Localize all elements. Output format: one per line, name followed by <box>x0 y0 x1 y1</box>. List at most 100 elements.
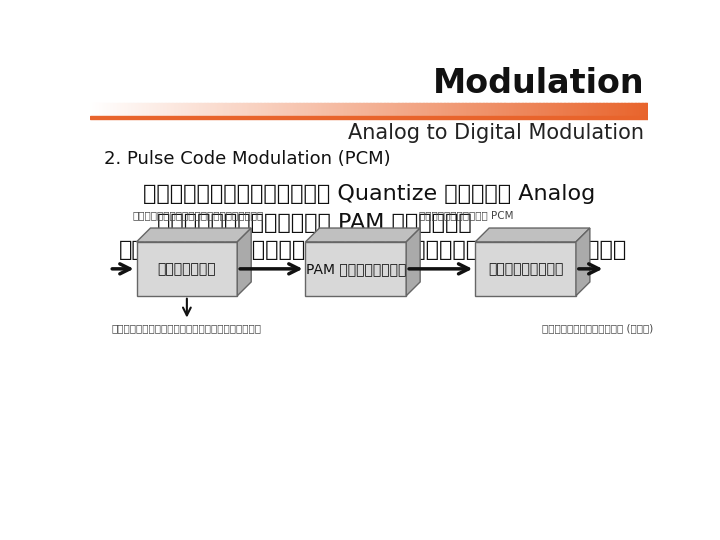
Bar <box>178 103 180 117</box>
Bar <box>529 103 531 117</box>
Bar <box>96 103 97 117</box>
Bar <box>168 103 170 117</box>
Bar <box>620 103 622 117</box>
Bar <box>306 103 308 117</box>
Bar <box>535 103 537 117</box>
Bar <box>104 103 106 117</box>
Bar <box>258 103 261 117</box>
Bar <box>281 103 283 117</box>
Bar <box>322 103 323 117</box>
Bar <box>161 103 163 117</box>
Bar <box>249 103 251 117</box>
Bar <box>634 103 636 117</box>
Bar <box>358 103 359 117</box>
Text: สัญญาณข้อมูลไม่ต่อเนื่อง: สัญญาณข้อมูลไม่ต่อเนื่อง <box>112 323 262 334</box>
Bar <box>264 103 266 117</box>
Bar <box>432 103 433 117</box>
Bar <box>504 103 506 117</box>
Bar <box>602 103 604 117</box>
Bar <box>618 103 621 117</box>
Bar <box>520 103 521 117</box>
Bar <box>184 103 185 117</box>
Bar <box>471 103 472 117</box>
Bar <box>475 103 477 117</box>
Bar <box>325 103 328 117</box>
Bar <box>277 103 279 117</box>
Bar <box>408 103 410 117</box>
Bar <box>252 103 253 117</box>
Bar <box>623 103 625 117</box>
Bar <box>584 103 585 117</box>
Bar <box>410 103 411 117</box>
Bar <box>135 103 136 117</box>
Bar <box>499 103 500 117</box>
Bar <box>459 103 462 117</box>
Bar <box>94 103 96 117</box>
Bar <box>206 103 207 117</box>
Bar <box>163 103 164 117</box>
Bar <box>324 103 326 117</box>
Text: สัญญาณข้อมูลต่อเนื่อง: สัญญาณข้อมูลต่อเนื่อง <box>132 211 264 220</box>
Bar <box>210 103 212 117</box>
Bar <box>490 103 492 117</box>
FancyBboxPatch shape <box>137 242 238 296</box>
Bar <box>186 103 188 117</box>
Bar <box>465 103 467 117</box>
Bar <box>218 103 220 117</box>
Bar <box>390 103 392 117</box>
Bar <box>392 103 393 117</box>
Bar <box>546 103 548 117</box>
Bar <box>587 103 588 117</box>
Bar <box>480 103 481 117</box>
Bar <box>514 103 516 117</box>
Bar <box>280 103 282 117</box>
Bar <box>174 103 176 117</box>
Bar <box>227 103 228 117</box>
Bar <box>273 103 274 117</box>
Bar <box>401 103 403 117</box>
Bar <box>521 103 523 117</box>
Bar <box>524 103 526 117</box>
Bar <box>230 103 231 117</box>
Bar <box>256 103 258 117</box>
Bar <box>157 103 158 117</box>
Bar <box>151 103 153 117</box>
Bar <box>193 103 195 117</box>
Bar <box>468 103 470 117</box>
Bar <box>240 103 243 117</box>
Bar <box>486 103 488 117</box>
Bar <box>118 103 120 117</box>
Bar <box>200 103 202 117</box>
Bar <box>374 103 377 117</box>
Bar <box>145 103 148 117</box>
Text: PAM แซมปลิ้ง: PAM แซมปลิ้ง <box>305 262 406 276</box>
Bar <box>516 103 517 117</box>
Bar <box>572 103 575 117</box>
Bar <box>492 103 493 117</box>
Bar <box>502 103 503 117</box>
Bar <box>398 103 400 117</box>
Bar <box>495 103 496 117</box>
Bar <box>251 103 252 117</box>
Bar <box>179 103 181 117</box>
Bar <box>469 103 471 117</box>
Bar <box>343 103 344 117</box>
Bar <box>472 103 474 117</box>
Text: สัญญาณดิจิตอล PAM แบบนี้: สัญญาณดิจิตอล PAM แบบนี้ <box>158 213 472 233</box>
Bar <box>446 103 448 117</box>
Bar <box>228 103 230 117</box>
Bar <box>536 103 538 117</box>
Bar <box>130 103 132 117</box>
Bar <box>382 103 383 117</box>
Bar <box>606 103 608 117</box>
Bar <box>188 103 189 117</box>
Bar <box>279 103 280 117</box>
Bar <box>593 103 594 117</box>
Bar <box>414 103 415 117</box>
Bar <box>386 103 387 117</box>
Bar <box>225 103 227 117</box>
Bar <box>405 103 407 117</box>
Bar <box>344 103 346 117</box>
Bar <box>598 103 600 117</box>
Bar <box>641 103 643 117</box>
